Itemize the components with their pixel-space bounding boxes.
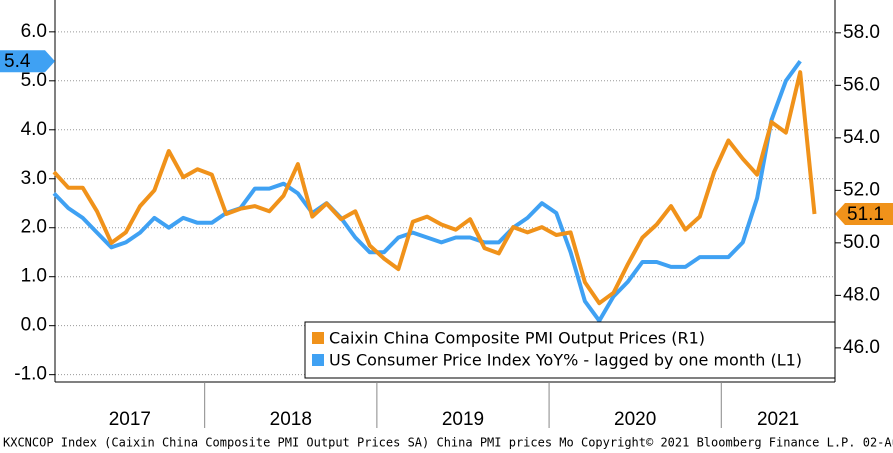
y-tick-label: 0.0 — [21, 315, 47, 336]
x-tick-label: 2020 — [614, 409, 656, 430]
y2-tick-label: 48.0 — [843, 284, 880, 305]
series-line — [52, 60, 802, 323]
y-tick-label: 2.0 — [21, 217, 47, 238]
y2-tick-label: 46.0 — [843, 337, 880, 358]
y2-tick-label: 56.0 — [843, 74, 880, 95]
y-tick-label: 6.0 — [21, 21, 47, 42]
footer: KXCNCOP Index (Caixin China Composite PM… — [3, 436, 893, 450]
y2-tick-label: 50.0 — [843, 232, 880, 253]
legend: Caixin China Composite PMI Output Prices… — [304, 321, 836, 379]
legend-swatch — [312, 354, 324, 366]
series-line — [52, 70, 817, 306]
legend-swatch — [312, 332, 324, 344]
y-tick-label: 3.0 — [21, 168, 47, 189]
y-tick-label: -1.0 — [14, 364, 47, 385]
x-tick-label: 2018 — [270, 409, 312, 430]
y-tick-label: 4.0 — [21, 119, 47, 140]
value-tag — [835, 202, 893, 225]
y2-tick-label: 54.0 — [843, 127, 880, 148]
legend-label: US Consumer Price Index YoY% - lagged by… — [329, 351, 802, 370]
legend-box — [304, 321, 836, 379]
value-label: 51.1 — [847, 204, 884, 225]
y-tick-label: 1.0 — [21, 266, 47, 287]
x-tick-label: 2019 — [442, 409, 484, 430]
x-tick-label: 2021 — [757, 409, 799, 430]
x-tick-label: 2017 — [109, 409, 151, 430]
legend-label: Caixin China Composite PMI Output Prices… — [329, 329, 705, 348]
y2-tick-label: 52.0 — [843, 179, 880, 200]
y-tick-label: 5.0 — [21, 70, 47, 91]
value-tag — [0, 50, 55, 73]
y2-tick-label: 58.0 — [843, 22, 880, 43]
value-label: 5.4 — [4, 51, 31, 72]
